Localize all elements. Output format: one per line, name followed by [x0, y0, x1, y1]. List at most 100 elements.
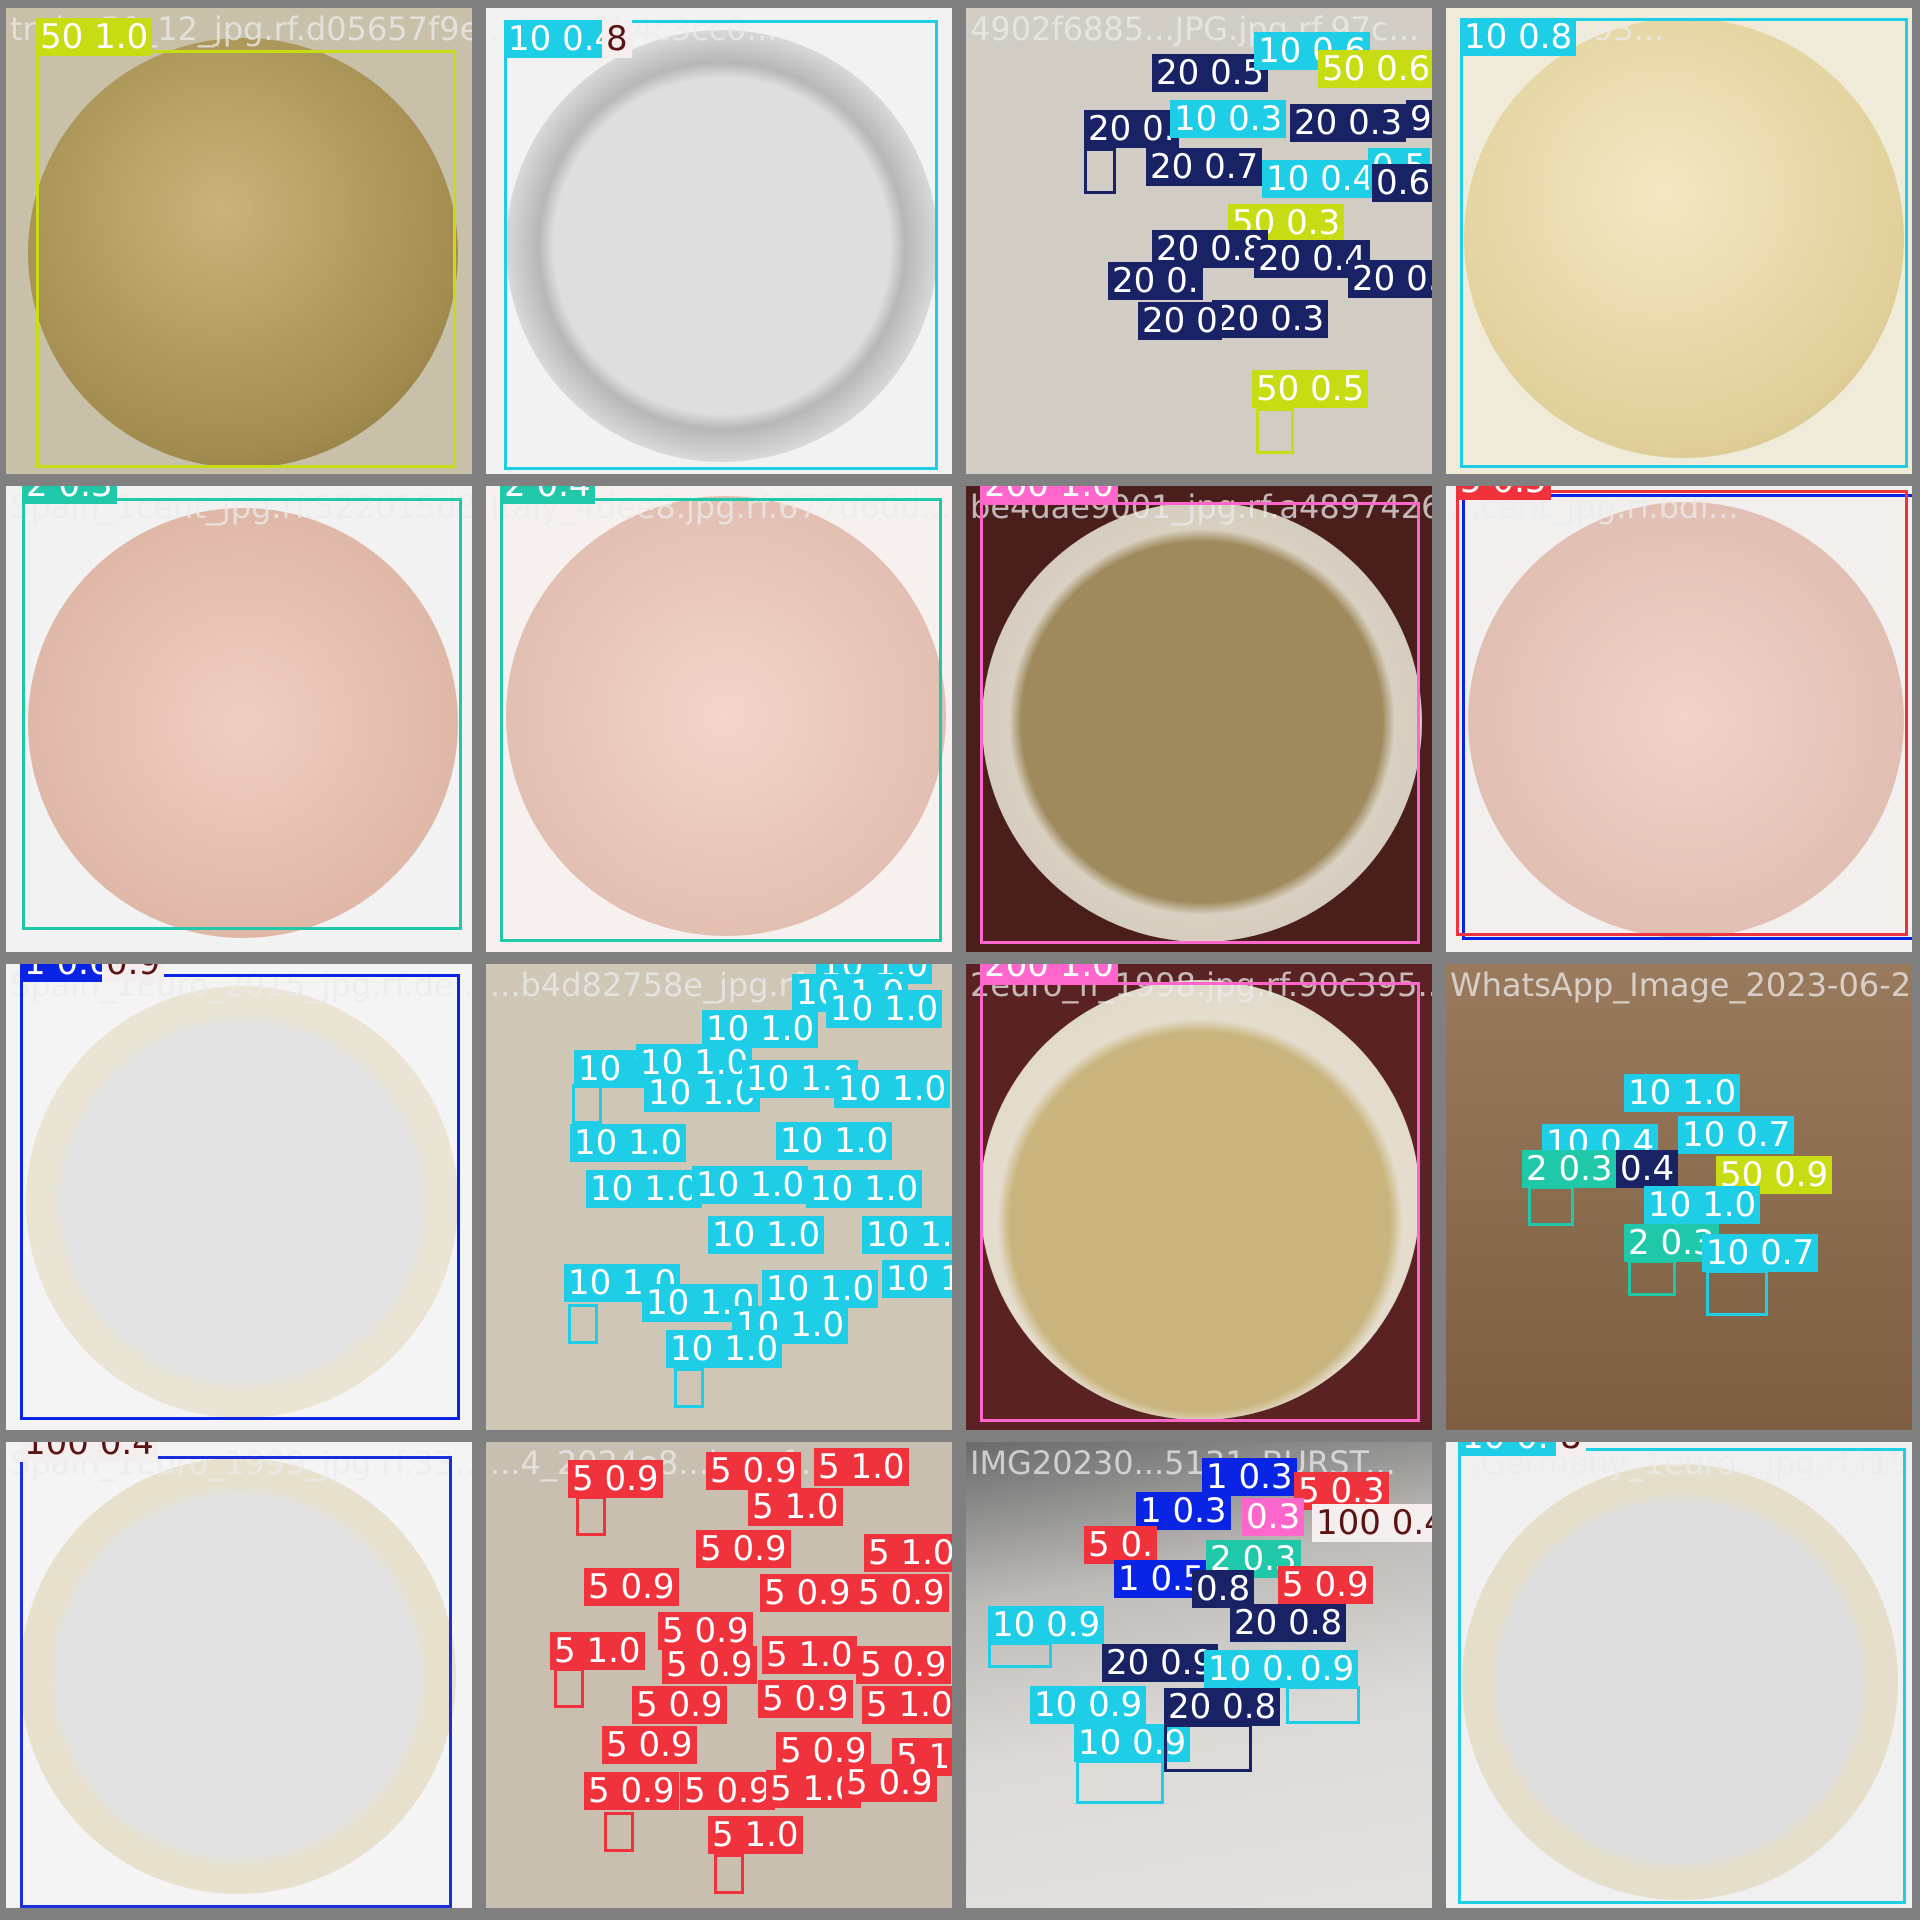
detection-label: 0.3 [1242, 1498, 1305, 1536]
detection-label: 5 0.9 [584, 1772, 679, 1810]
tile-9: Spain_1Euro_2015_jpg.rf.de... 1 0.6 0.9 [6, 964, 472, 1430]
detection-label: 10 0.4 [504, 20, 621, 58]
detection-label: 5 0.9 [696, 1530, 791, 1568]
detection-label: 0.8 [1192, 1570, 1255, 1608]
detection-label: 5 0.9 [706, 1452, 801, 1490]
detection-box [1706, 1270, 1768, 1316]
detection-label: 10 1.0 [666, 1330, 783, 1368]
detection-label: 10 0.7 [1702, 1234, 1819, 1272]
detection-label: 20 0.3 [1290, 104, 1407, 142]
detection-label: 5 0.9 [760, 1574, 855, 1612]
tile-10: ...b4d82758e_jpg.rf... 10 1.0 10 1.0 10 … [486, 964, 952, 1430]
detection-label: 10 1.0 [570, 1124, 687, 1162]
detection-label: 20 0.8 [1164, 1688, 1281, 1726]
detection-label: 9 [1406, 100, 1432, 138]
detection-label: 1 0.6 [20, 964, 115, 982]
detection-label: 10 1.0 [826, 990, 943, 1028]
detection-box [20, 1456, 452, 1908]
detection-box [576, 1496, 606, 1536]
tile-16: ...Germany_1euro...jpg.rf.f19... 10 0.4 … [1446, 1442, 1912, 1908]
coin-1-euro [20, 1458, 456, 1894]
detection-label: 5 0.9 [568, 1460, 663, 1498]
tile-5: Spain_1cent_jpg.rf.522015d8... 2 0.3 [6, 486, 472, 952]
detection-label: 5 0.3 [1294, 1472, 1389, 1510]
detection-label: 20 0.8 [1230, 1604, 1347, 1642]
detection-box [1076, 1760, 1164, 1804]
detection-label: 5 0.9 [1278, 1566, 1373, 1604]
detection-box [988, 1642, 1052, 1668]
detection-box [572, 1084, 602, 1124]
detection-box [1256, 408, 1294, 454]
detection-label: 10 0.4 [1262, 160, 1379, 198]
detection-label: 10 0.9 [988, 1606, 1105, 1644]
detection-label: 5 0.9 [854, 1574, 949, 1612]
detection-label: 10 0.9 [1074, 1724, 1191, 1762]
coin-2-euro-bimetal [980, 980, 1420, 1420]
detection-box [504, 20, 938, 470]
tile-3: 4902f6885...JPG.jpg.rf.97c... 20 0.5 10 … [966, 8, 1432, 474]
detection-label: 10 1.0 [1644, 1186, 1761, 1224]
detection-box [20, 974, 460, 1420]
detection-label: 5 0.9 [584, 1568, 679, 1606]
detection-label: 2 0.3 [22, 486, 117, 504]
coin-1-euro [1462, 1464, 1898, 1900]
detection-label: 50 0.6 [1318, 50, 1432, 88]
detection-label: 20 0.8 [1152, 230, 1269, 268]
detection-label: 8 [602, 20, 632, 58]
coin-10-euro-silver [506, 30, 938, 462]
detection-label: 10 0.8 [1460, 18, 1577, 56]
detection-label: 2 0.3 [1522, 1150, 1617, 1188]
detection-label: 10 1.0 [776, 1122, 893, 1160]
detection-label: 5 1.0 [550, 1632, 645, 1670]
tile-12: WhatsApp_Image_2023-06-2... 10 1.0 10 0.… [1446, 964, 1912, 1430]
detection-label: 10 1.0 [644, 1074, 761, 1112]
detection-label: 5 1.0 [708, 1816, 803, 1854]
detection-label: 10 1.0 [1624, 1074, 1741, 1112]
detection-label: 20 0.7 [1146, 148, 1263, 186]
detection-label: 20 0.9 [1348, 260, 1432, 298]
detection-label: 5 0.9 [842, 1764, 937, 1802]
detection-label: 1 0.3 [1136, 1492, 1231, 1530]
detection-label: 10 1.0 [862, 1216, 952, 1254]
detection-label: 10 1.0 [708, 1216, 825, 1254]
detection-box [1458, 1448, 1906, 1904]
tile-filename: WhatsApp_Image_2023-06-2... [1450, 966, 1912, 1004]
tile-11: 2euro_fi_1998.jpg.rf.90c395... 200 1.0 [966, 964, 1432, 1430]
detection-label: 10 1.0 [702, 1010, 819, 1048]
detection-box [1460, 18, 1908, 468]
tile-15: IMG20230...5131_BURST... 1 0.3 5 0.3 1 0… [966, 1442, 1432, 1908]
detection-label: 10 1.0 [692, 1166, 809, 1204]
detection-label: 20 0.3 [1212, 300, 1329, 338]
detection-label: 5 1.0 [748, 1488, 843, 1526]
detection-label: 0.9 [102, 964, 165, 982]
detection-box [1164, 1724, 1252, 1772]
detection-box [500, 498, 942, 942]
detection-label: 20 0. [1108, 262, 1203, 300]
detection-label: 20 0.9 [1102, 1644, 1219, 1682]
coin-1-euro [26, 986, 458, 1418]
detection-label: 2 0.4 [500, 486, 595, 504]
detection-box [1462, 494, 1912, 940]
detection-label: 5 1.0 [762, 1636, 857, 1674]
coin-50-cent [28, 38, 458, 468]
detection-box [604, 1812, 634, 1852]
detection-label: 5 1.0 [814, 1448, 909, 1486]
coin-2-euro-bimetal [982, 502, 1422, 942]
detection-label: 10 1.0 [806, 1170, 923, 1208]
detection-label: 20 0 [1138, 302, 1222, 340]
coin-2-cent-copper [506, 496, 946, 936]
detection-label: 5 0.9 [680, 1772, 775, 1810]
tile-1: train_50_12_jpg.rf.d05657f9e... 50 1.0 [6, 8, 472, 474]
detection-label: 50 0.5 [1252, 370, 1369, 408]
detection-label: 10 0.3 [1170, 100, 1287, 138]
detection-box [714, 1854, 744, 1894]
detection-box [1528, 1186, 1574, 1226]
detection-label: 1 0.3 [1202, 1458, 1297, 1496]
detection-label: 100 0.4 [20, 1442, 158, 1462]
detection-label: 8 [1556, 1442, 1586, 1456]
detection-label: 5 1.0 [864, 1534, 952, 1572]
tile-4: ...jpg.rf.893... 10 0.8 [1446, 8, 1912, 474]
tile-6: Italy_4dee8.jpg.rf.677d60d... 2 0.4 [486, 486, 952, 952]
detection-label: 10 0.7 [1678, 1116, 1795, 1154]
detection-label: 200 1.0 [980, 486, 1118, 504]
